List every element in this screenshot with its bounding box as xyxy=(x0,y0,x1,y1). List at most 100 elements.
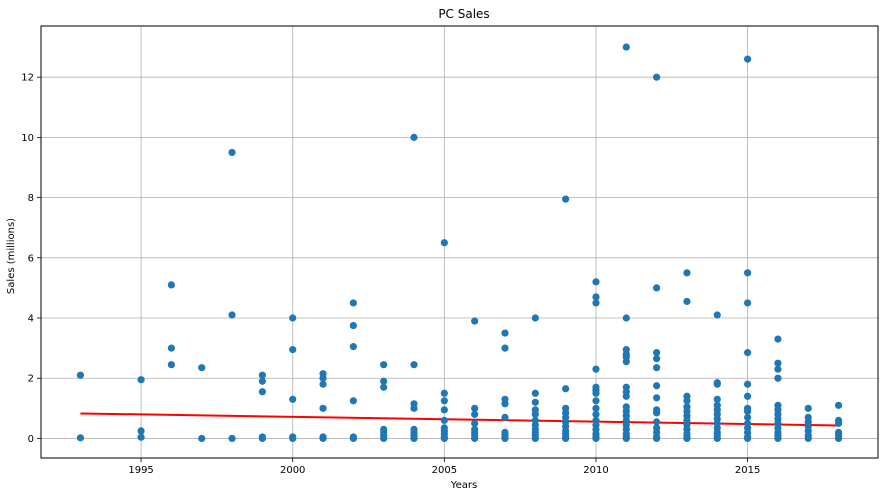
data-point xyxy=(440,416,448,424)
x-tick-label: 2010 xyxy=(583,465,608,476)
data-point xyxy=(380,377,388,385)
data-point xyxy=(349,397,357,405)
data-point xyxy=(653,434,661,443)
data-point xyxy=(198,434,206,443)
data-point xyxy=(713,395,721,403)
scatter-points xyxy=(76,43,843,443)
data-point xyxy=(653,349,661,357)
data-point xyxy=(653,355,661,363)
data-point xyxy=(440,434,448,443)
data-point xyxy=(289,346,297,354)
x-tick-label: 2000 xyxy=(280,465,305,476)
data-point xyxy=(289,434,297,443)
data-point xyxy=(592,389,600,397)
data-point xyxy=(380,361,388,369)
x-tick-label: 2015 xyxy=(735,465,760,476)
data-point xyxy=(653,284,661,292)
x-tick-label: 1995 xyxy=(128,465,153,476)
data-point xyxy=(167,344,176,352)
data-point xyxy=(653,409,661,417)
data-point xyxy=(743,413,752,421)
data-point xyxy=(592,365,600,373)
y-tick-label: 6 xyxy=(28,253,34,264)
data-point xyxy=(531,314,539,322)
data-point xyxy=(258,434,266,443)
x-tick-label: 2005 xyxy=(432,465,457,476)
data-point xyxy=(228,148,236,157)
data-point xyxy=(471,419,479,427)
data-point xyxy=(774,434,782,443)
data-point xyxy=(380,434,388,443)
data-point xyxy=(228,311,236,319)
chart-title: PC Sales xyxy=(438,7,489,21)
data-point xyxy=(198,364,206,372)
y-tick-label: 2 xyxy=(28,374,34,385)
data-point xyxy=(76,371,85,379)
data-point xyxy=(653,73,661,81)
data-point xyxy=(471,404,479,412)
data-point xyxy=(592,404,600,412)
trend-line-group xyxy=(80,412,839,427)
plot-area-frame xyxy=(40,25,879,459)
data-point xyxy=(501,434,509,443)
data-point xyxy=(834,434,843,443)
y-tick-label: 4 xyxy=(28,314,34,325)
data-point xyxy=(228,434,236,443)
axis-ticks: 1995 2000 2005 2010 2015 0 2 4 6 8 10 12 xyxy=(21,73,760,476)
data-point xyxy=(653,382,661,390)
data-point xyxy=(289,395,297,403)
y-tick-label: 10 xyxy=(21,133,34,144)
data-point xyxy=(137,427,145,435)
data-point xyxy=(683,397,691,405)
data-point xyxy=(258,371,266,379)
data-point xyxy=(834,401,843,409)
data-point xyxy=(834,419,843,427)
data-point xyxy=(319,404,327,412)
y-tick-label: 12 xyxy=(21,73,34,84)
data-point xyxy=(774,335,782,343)
data-point xyxy=(137,433,145,441)
data-point xyxy=(501,344,509,352)
data-point xyxy=(440,397,448,405)
data-point xyxy=(531,398,539,406)
data-point xyxy=(743,55,752,63)
data-point xyxy=(653,394,661,402)
data-point xyxy=(592,410,600,418)
data-point xyxy=(622,314,630,322)
data-point xyxy=(349,299,357,307)
data-point xyxy=(774,365,782,373)
data-point xyxy=(622,434,630,443)
data-point xyxy=(774,359,782,367)
data-point xyxy=(622,43,630,51)
data-point xyxy=(804,434,812,443)
data-point xyxy=(683,297,691,306)
data-point xyxy=(319,380,327,388)
data-point xyxy=(349,321,357,330)
data-point xyxy=(349,343,357,351)
trend-line xyxy=(80,412,839,427)
data-point xyxy=(743,392,752,400)
data-point xyxy=(410,133,418,141)
data-point xyxy=(440,406,448,414)
data-point xyxy=(410,404,418,412)
data-point xyxy=(743,434,752,443)
data-point xyxy=(531,389,539,397)
data-point xyxy=(501,400,509,408)
data-point xyxy=(592,278,600,286)
data-point xyxy=(76,434,85,442)
data-point xyxy=(319,434,327,443)
data-point xyxy=(743,269,752,277)
data-point xyxy=(167,281,176,289)
data-point xyxy=(622,358,630,366)
data-point xyxy=(501,329,509,337)
data-point xyxy=(531,410,539,418)
data-point xyxy=(258,388,266,396)
data-point xyxy=(622,392,630,400)
data-point xyxy=(440,239,448,247)
data-point xyxy=(562,195,570,203)
data-point xyxy=(592,293,600,301)
data-point xyxy=(258,377,266,385)
data-point xyxy=(804,404,812,412)
